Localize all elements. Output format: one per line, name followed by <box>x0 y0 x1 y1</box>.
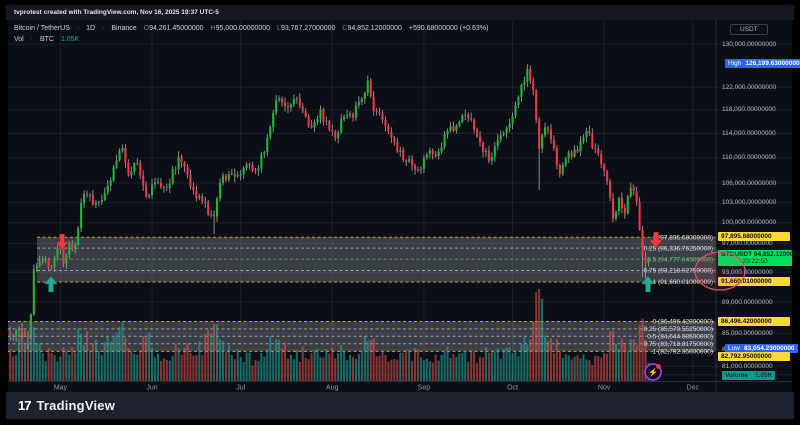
bar-close-countdown: 23:22:50 <box>742 258 768 266</box>
interval-label[interactable]: 1D <box>86 25 96 32</box>
last-badge-value: 94,852.12000000 <box>753 251 800 259</box>
exchange-label: Binance <box>111 25 137 32</box>
high-price-badge: High 126,199.63000000 <box>725 59 800 69</box>
fib-labels-lower: 0 (86,496.42000000)0.25 (85,570.55250000… <box>644 319 713 356</box>
vol-currency: BTC <box>39 36 54 43</box>
svg-text:0 (97,895.68000000): 0 (97,895.68000000) <box>653 234 713 241</box>
svg-text:0.25 (85,570.55250000): 0.25 (85,570.55250000) <box>644 326 713 333</box>
low-value: 93,767.27000000 <box>280 25 336 32</box>
high-value: 95,000.00000000 <box>215 25 271 32</box>
open-label: O <box>143 25 150 32</box>
svg-text:0 (86,496.42000000): 0 (86,496.42000000) <box>653 319 713 326</box>
open-value: 94,261.45000000 <box>149 25 204 32</box>
fib-0-upper-badge: 97,895.68000000 <box>718 232 790 242</box>
close-label: C <box>342 25 348 32</box>
watermark-strip: tvprotest created with TradingView.com, … <box>6 5 794 20</box>
axis-price-label: 106,000.00000000 <box>722 179 777 187</box>
tradingview-logo-icon[interactable]: 17 <box>18 398 32 413</box>
month-labels[interactable]: May Jun Jul Aug Sep Oct Nov Dec <box>54 385 700 392</box>
high-badge-value: 126,199.63000000 <box>745 60 800 68</box>
volume-badge: Volume 1.05K <box>722 371 776 381</box>
svg-text:1 (82,792.95000000): 1 (82,792.95000000) <box>653 349 713 356</box>
axis-price-label: 85,000.00000000 <box>722 329 773 337</box>
volume-layer <box>9 289 650 381</box>
svg-text:Sep: Sep <box>418 385 431 392</box>
axis-price-label: 100,000.00000000 <box>722 219 777 227</box>
fib-zone-upper[interactable] <box>37 236 716 283</box>
axis-price-label: 93,000.00000000 <box>722 268 773 276</box>
svg-text:0.75 (83,718.81750000): 0.75 (83,718.81750000) <box>644 341 713 348</box>
axis-price-label: 114,000.00000000 <box>722 129 776 137</box>
svg-text:Nov: Nov <box>598 385 611 392</box>
svg-text:Aug: Aug <box>326 385 339 392</box>
axis-price-label: 118,000.00000000 <box>722 106 776 114</box>
fib-1-upper-badge: 91,660.01000000 <box>718 277 790 287</box>
last-price-badge: BTCUSDT 94,852.12000000 23:22:50 <box>718 250 800 267</box>
volume-badge-label: Volume <box>725 372 748 380</box>
watermark-text: tvprotest created with TradingView.com, … <box>14 9 219 16</box>
axis-price-label: 122,000.00000000 <box>722 83 777 91</box>
svg-text:Oct: Oct <box>507 385 518 392</box>
legend-symbol-row: Bitcoin / TetherUS · 1D · Binance O94,26… <box>14 25 489 32</box>
svg-text:0.75 (93,218.92750000): 0.75 (93,218.92750000) <box>644 268 713 275</box>
svg-text:0.25 (96,336.76250000): 0.25 (96,336.76250000) <box>644 245 713 252</box>
vol-value: 1.05K <box>60 36 80 43</box>
low-badge-label: Low <box>728 345 740 353</box>
low-label: L <box>277 25 281 32</box>
fib-labels-upper: 0 (97,895.68000000) 0.25 (96,336.76250000… <box>644 234 713 286</box>
vol-label: Vol <box>14 36 24 43</box>
low-badge-value: 83,054.23000000 <box>743 345 795 353</box>
axis-borders <box>8 20 792 392</box>
symbol-title[interactable]: Bitcoin / TetherUS <box>14 25 70 32</box>
footer-bar: 17 TradingView <box>6 392 794 419</box>
fib-0-lower-badge: 86,496.42000000 <box>718 316 790 326</box>
axis-price-label: 110,000.00000000 <box>722 154 776 162</box>
symbol-legend: Bitcoin / TetherUS · 1D · Binance O94,26… <box>14 23 488 45</box>
axis-price-label: 103,000.00000000 <box>722 199 777 207</box>
chart-plot-area[interactable] <box>8 20 792 392</box>
legend-volume-row: Vol · BTC 1.05K <box>14 36 80 43</box>
axis-price-label: 130,000.00000000 <box>722 40 777 48</box>
fib-1-lower-badge: 82,792.95000000 <box>718 351 790 361</box>
axis-price-label: 97,000.00000000 <box>722 239 773 247</box>
svg-text:May: May <box>54 385 68 392</box>
low-price-badge: Low 83,054.23000000 <box>725 344 798 354</box>
high-label: H <box>210 25 216 32</box>
axis-price-label: 89,000.00000000 <box>722 298 773 306</box>
price-axis[interactable]: USDT 130,000.00000000 122,000.00000000 118… <box>716 20 800 392</box>
svg-text:Jun: Jun <box>146 385 157 392</box>
svg-text:0.5 (94,777.84500000): 0.5 (94,777.84500000) <box>647 256 713 263</box>
svg-text:Dec: Dec <box>687 385 700 392</box>
change-value: +590.68000000 (+0.63%) <box>408 25 489 32</box>
close-value: 94,852.12000000 <box>347 25 402 32</box>
svg-text:1 (91,660.01000000): 1 (91,660.01000000) <box>653 279 713 286</box>
axis-currency-chip[interactable]: USDT <box>730 24 768 35</box>
axis-price-label: 81,000.00000000 <box>722 362 773 370</box>
svg-text:0.5 (84,644.68500000): 0.5 (84,644.68500000) <box>647 333 713 340</box>
time-axis[interactable] <box>8 381 792 392</box>
last-badge-symbol: BTCUSDT <box>721 251 753 259</box>
volume-badge-value: 1.05K <box>755 372 773 380</box>
svg-text:Jul: Jul <box>236 385 245 392</box>
tradingview-brand[interactable]: TradingView <box>36 398 116 413</box>
candles-layer <box>9 64 650 350</box>
high-badge-label: High <box>728 60 742 68</box>
fib-zone-lower[interactable] <box>7 321 716 352</box>
